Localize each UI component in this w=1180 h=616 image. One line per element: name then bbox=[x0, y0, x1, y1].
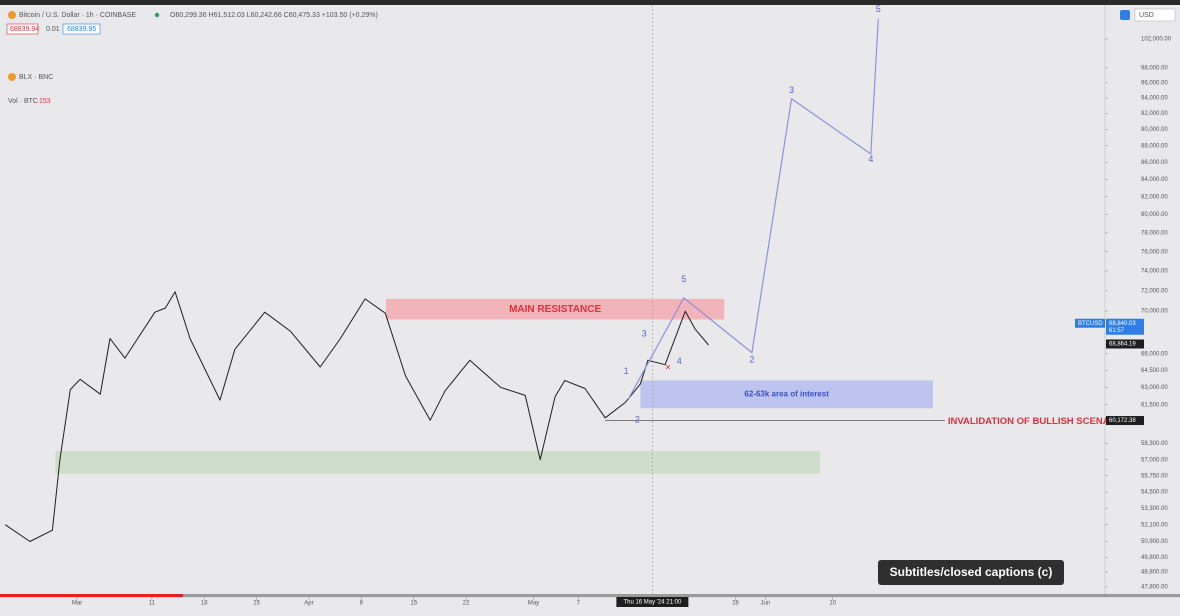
indicator-icon bbox=[8, 73, 16, 81]
wave-label: 3 bbox=[642, 329, 647, 339]
progress-played[interactable] bbox=[0, 594, 183, 597]
price-label: 68,864.19 bbox=[1109, 342, 1136, 348]
y-tick-label: 49,800.00 bbox=[1141, 555, 1168, 561]
x-tick-label: 22 bbox=[463, 601, 470, 607]
y-tick-label: 102,000.00 bbox=[1141, 37, 1172, 43]
volume: Vol · BTC bbox=[8, 98, 38, 105]
ohlc: O60,299.36 H61,512.03 L60,242.66 C60,475… bbox=[170, 12, 378, 19]
status-dot bbox=[154, 12, 160, 18]
wave-label: 5 bbox=[876, 4, 881, 14]
y-tick-label: 57,000.00 bbox=[1141, 457, 1168, 463]
y-tick-label: 61,500.00 bbox=[1141, 402, 1168, 408]
zone-label: 62-63k area of interest bbox=[744, 389, 829, 398]
y-tick-label: 88,000.00 bbox=[1141, 143, 1168, 149]
symbol-tag-label: BTCUSD bbox=[1078, 321, 1103, 327]
caption: Subtitles/closed captions (c) bbox=[890, 565, 1053, 579]
ask-box[interactable] bbox=[62, 23, 101, 35]
coin-icon bbox=[8, 11, 16, 19]
bid-box[interactable] bbox=[6, 23, 39, 35]
indicator: BLX · BNC bbox=[19, 74, 53, 81]
currency-select[interactable] bbox=[1134, 8, 1176, 22]
y-tick-label: 98,000.00 bbox=[1141, 65, 1168, 71]
y-tick-label: 80,000.00 bbox=[1141, 212, 1168, 218]
y-tick-label: 64,500.00 bbox=[1141, 368, 1168, 374]
wave-label: 2 bbox=[635, 415, 640, 425]
y-tick-label: 76,000.00 bbox=[1141, 249, 1168, 255]
y-tick-label: 66,000.00 bbox=[1141, 351, 1168, 357]
x-tick-label: Apr bbox=[304, 601, 313, 607]
x-tick-label: 25 bbox=[253, 601, 260, 607]
wave-label: 5 bbox=[681, 274, 686, 284]
top-strip bbox=[0, 0, 1180, 5]
price-box bbox=[1106, 416, 1144, 426]
y-tick-label: 52,100.00 bbox=[1141, 522, 1168, 528]
price-sub: 61:57 bbox=[1109, 328, 1125, 334]
zone bbox=[640, 380, 933, 409]
x-tick-label: 28 bbox=[732, 601, 739, 607]
price-line bbox=[4, 291, 709, 542]
wave-label: 3 bbox=[789, 85, 794, 95]
price-box bbox=[1106, 318, 1144, 335]
progress-track[interactable] bbox=[0, 594, 1180, 597]
invalidation-label: INVALIDATION OF BULLISH SCENARIO bbox=[948, 416, 1127, 427]
price-label: 60,172.38 bbox=[1109, 418, 1136, 424]
crosshair-label-box bbox=[616, 597, 689, 607]
volume-value: 153 bbox=[39, 98, 51, 105]
wave-label: 4 bbox=[868, 154, 873, 164]
y-tick-label: 53,300.00 bbox=[1141, 506, 1168, 512]
wave-label: 1 bbox=[624, 366, 629, 376]
x-tick-label: 7 bbox=[577, 601, 581, 607]
x-tick-label: 11 bbox=[149, 601, 156, 607]
cross-marker: × bbox=[665, 363, 671, 374]
y-tick-label: 54,500.00 bbox=[1141, 490, 1168, 496]
currency: USD bbox=[1139, 12, 1154, 19]
symbol: Bitcoin / U.S. Dollar · 1h · COINBASE bbox=[19, 12, 136, 19]
x-tick-label: 18 bbox=[201, 601, 208, 607]
x-tick-label: 10 bbox=[829, 601, 836, 607]
price-box bbox=[1106, 339, 1144, 349]
y-tick-label: 50,900.00 bbox=[1141, 539, 1168, 545]
y-tick-label: 47,800.00 bbox=[1141, 585, 1168, 591]
y-tick-label: 90,000.00 bbox=[1141, 127, 1168, 133]
zone bbox=[386, 298, 725, 320]
y-tick-label: 74,000.00 bbox=[1141, 269, 1168, 275]
y-tick-label: 94,000.00 bbox=[1141, 96, 1168, 102]
y-tick-label: 58,300.00 bbox=[1141, 441, 1168, 447]
caption-box bbox=[878, 560, 1064, 585]
x-tick-label: 15 bbox=[410, 601, 417, 607]
crosshair-label: Thu 16 May '24 21:00 bbox=[623, 600, 682, 606]
y-tick-label: 63,000.00 bbox=[1141, 385, 1168, 391]
y-tick-label: 78,000.00 bbox=[1141, 231, 1168, 237]
y-tick-label: 84,000.00 bbox=[1141, 177, 1168, 183]
symbol-tag bbox=[1075, 318, 1105, 328]
y-tick-label: 82,000.00 bbox=[1141, 194, 1168, 200]
x-tick-label: Jun bbox=[761, 601, 771, 607]
wave-label: 4 bbox=[677, 356, 682, 366]
wave-projection bbox=[627, 18, 879, 400]
y-tick-label: 48,800.00 bbox=[1141, 570, 1168, 576]
sync-icon[interactable] bbox=[1120, 10, 1130, 20]
zone-label: MAIN RESISTANCE bbox=[509, 304, 601, 315]
y-tick-label: 92,000.00 bbox=[1141, 111, 1168, 117]
x-tick-label: May bbox=[528, 601, 539, 607]
price-label: 68,840.03 bbox=[1109, 321, 1136, 327]
y-tick-label: 72,000.00 bbox=[1141, 288, 1168, 294]
y-tick-label: 86,000.00 bbox=[1141, 160, 1168, 166]
spread: 0.01 bbox=[46, 26, 60, 33]
zone bbox=[55, 450, 820, 474]
x-tick-label: Mar bbox=[72, 601, 82, 607]
ask: 68839.95 bbox=[67, 26, 96, 33]
bid: 68839.94 bbox=[10, 26, 39, 33]
x-tick-label: 8 bbox=[360, 601, 364, 607]
y-tick-label: 70,000.00 bbox=[1141, 309, 1168, 315]
y-tick-label: 96,000.00 bbox=[1141, 80, 1168, 86]
y-tick-label: 55,750.00 bbox=[1141, 473, 1168, 479]
wave-label: 2 bbox=[749, 355, 754, 365]
